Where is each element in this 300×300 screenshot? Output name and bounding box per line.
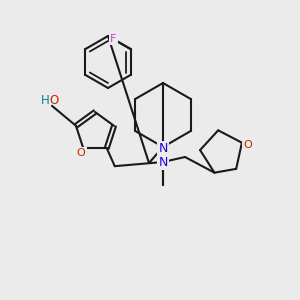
Text: O: O (77, 148, 85, 158)
Text: N: N (158, 142, 168, 155)
Text: H: H (40, 94, 50, 107)
Text: N: N (158, 155, 168, 169)
Text: O: O (50, 94, 58, 107)
Text: F: F (110, 34, 117, 44)
Text: O: O (244, 140, 252, 150)
